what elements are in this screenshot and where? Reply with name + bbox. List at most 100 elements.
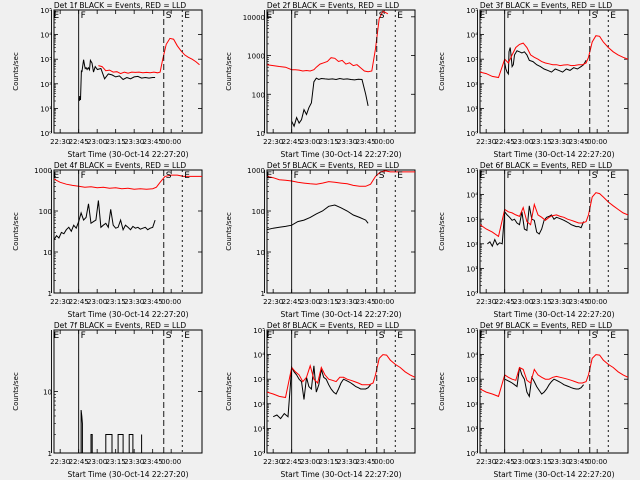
- flag-label: F: [507, 11, 512, 21]
- x-tick-label: 23:00: [513, 458, 533, 466]
- flag-label: S: [379, 171, 385, 181]
- x-tick-label: 22:30: [263, 138, 283, 146]
- plot-frame: [266, 329, 416, 454]
- y-axis-label: Counts/sec: [12, 212, 20, 251]
- chart-title: Det 1f BLACK = Events, RED = LLD: [54, 1, 187, 10]
- y-tick-label: 10²: [40, 81, 52, 89]
- y-tick-label: 10¹: [466, 425, 478, 433]
- x-tick-label: 23:15: [532, 298, 552, 306]
- x-tick-label: 23:30: [550, 138, 570, 146]
- x-tick-label: 22:45: [69, 458, 89, 466]
- x-tick-label: 23:30: [337, 138, 357, 146]
- y-tick-label: 10¹: [466, 265, 478, 273]
- flag-label: S: [166, 331, 172, 341]
- series-lld-line: [480, 354, 628, 398]
- x-tick-label: 22:45: [69, 138, 89, 146]
- x-tick-label: 00:00: [161, 458, 181, 466]
- y-tick-label: 10⁰: [253, 450, 265, 458]
- y-tick-label: 10: [256, 249, 265, 257]
- x-axis-label: Start Time (30-Oct-14 22:27:20): [280, 470, 401, 479]
- x-tick-label: 23:30: [337, 458, 357, 466]
- y-tick-label: 10⁵: [466, 7, 478, 15]
- detector-chart-1: Det 1f BLACK = Events, RED = LLD Counts/s…: [12, 1, 203, 159]
- chart-title: Det 5f BLACK = Events, RED = LLD: [267, 161, 400, 170]
- x-axis-label: Start Time (30-Oct-14 22:27:20): [67, 470, 188, 479]
- flag-label: E: [267, 11, 273, 21]
- flag-label: E: [480, 331, 486, 341]
- flag-label: S: [166, 171, 172, 181]
- x-tick-label: 23:00: [87, 138, 107, 146]
- flag-label: E: [54, 11, 60, 21]
- x-axis-label: Start Time (30-Oct-14 22:27:20): [67, 150, 188, 159]
- y-tick-label: 10¹: [466, 105, 478, 113]
- chart-title: Det 3f BLACK = Events, RED = LLD: [480, 1, 613, 10]
- x-tick-label: 23:00: [87, 298, 107, 306]
- y-tick-label: 10⁵: [253, 327, 265, 335]
- x-tick-label: 23:00: [300, 298, 320, 306]
- x-tick-label: 23:15: [106, 138, 126, 146]
- x-tick-label: 23:45: [143, 138, 163, 146]
- x-axis-label: Start Time (30-Oct-14 22:27:20): [493, 470, 614, 479]
- flag-label: E: [184, 331, 190, 341]
- x-tick-label: 23:15: [532, 458, 552, 466]
- x-tick-label: 23:00: [300, 458, 320, 466]
- detector-chart-6: Det 6f BLACK = Events, RED = LLD Counts/s…: [438, 161, 629, 319]
- flag-label: E: [397, 171, 403, 181]
- detector-chart-9: Det 9f BLACK = Events, RED = LLD Counts/s…: [438, 321, 629, 479]
- x-tick-label: 23:30: [124, 298, 144, 306]
- x-tick-label: 22:30: [50, 138, 70, 146]
- y-tick-label: 10⁵: [466, 327, 478, 335]
- y-axis-label: Counts/sec: [225, 372, 233, 411]
- y-tick-label: 10³: [466, 216, 478, 224]
- x-tick-label: 22:30: [263, 458, 283, 466]
- x-tick-label: 23:00: [300, 138, 320, 146]
- chart-title: Det 7f BLACK = Events, RED = LLD: [54, 321, 187, 330]
- series-lld-line: [267, 10, 389, 73]
- flag-label: S: [379, 331, 385, 341]
- chart-title: Det 6f BLACK = Events, RED = LLD: [480, 161, 613, 170]
- y-tick-label: 10¹: [40, 105, 52, 113]
- x-axis-label: Start Time (30-Oct-14 22:27:20): [67, 310, 188, 319]
- x-tick-label: 00:00: [161, 138, 181, 146]
- flag-label: F: [294, 11, 299, 21]
- flag-label: F: [81, 11, 86, 21]
- x-tick-label: 23:00: [513, 138, 533, 146]
- flag-label: F: [294, 171, 299, 181]
- y-axis-label: Counts/sec: [438, 52, 446, 91]
- chart-title: Det 8f BLACK = Events, RED = LLD: [267, 321, 400, 330]
- x-tick-label: 23:15: [106, 298, 126, 306]
- x-tick-label: 23:15: [319, 298, 339, 306]
- y-tick-label: 10⁵: [466, 167, 478, 175]
- x-tick-label: 23:15: [106, 458, 126, 466]
- flag-label: E: [54, 171, 60, 181]
- flag-label: E: [267, 171, 273, 181]
- chart-title: Det 2f BLACK = Events, RED = LLD: [267, 1, 400, 10]
- chart-title: Det 4f BLACK = Events, RED = LLD: [54, 161, 187, 170]
- y-tick-label: 10⁰: [466, 450, 478, 458]
- y-tick-label: 10³: [253, 376, 265, 384]
- y-tick-label: 1000: [34, 167, 52, 175]
- y-tick-label: 10³: [40, 56, 52, 64]
- y-tick-label: 10⁰: [466, 130, 478, 138]
- series-lld-line: [480, 35, 628, 79]
- y-tick-label: 100: [252, 208, 265, 216]
- x-tick-label: 22:45: [495, 458, 515, 466]
- detector-chart-2: Det 2f BLACK = Events, RED = LLD Counts/s…: [225, 1, 416, 159]
- y-tick-label: 10000: [243, 14, 265, 22]
- series-events-line: [291, 77, 369, 128]
- x-tick-label: 22:45: [282, 138, 302, 146]
- flag-label: E: [54, 331, 60, 341]
- y-tick-label: 1: [261, 290, 265, 298]
- plot-frame: [266, 169, 416, 294]
- series-events-line: [80, 409, 143, 453]
- x-tick-label: 00:00: [161, 298, 181, 306]
- x-tick-label: 22:45: [282, 298, 302, 306]
- x-tick-label: 23:45: [356, 138, 376, 146]
- y-axis-label: Counts/sec: [12, 372, 20, 411]
- x-tick-label: 00:00: [374, 458, 394, 466]
- flag-label: S: [379, 11, 385, 21]
- y-axis-label: Counts/sec: [12, 52, 20, 91]
- detector-chart-4: Det 4f BLACK = Events, RED = LLD Counts/s…: [12, 161, 203, 319]
- y-tick-label: 10⁰: [40, 130, 52, 138]
- y-tick-label: 10⁵: [40, 7, 52, 15]
